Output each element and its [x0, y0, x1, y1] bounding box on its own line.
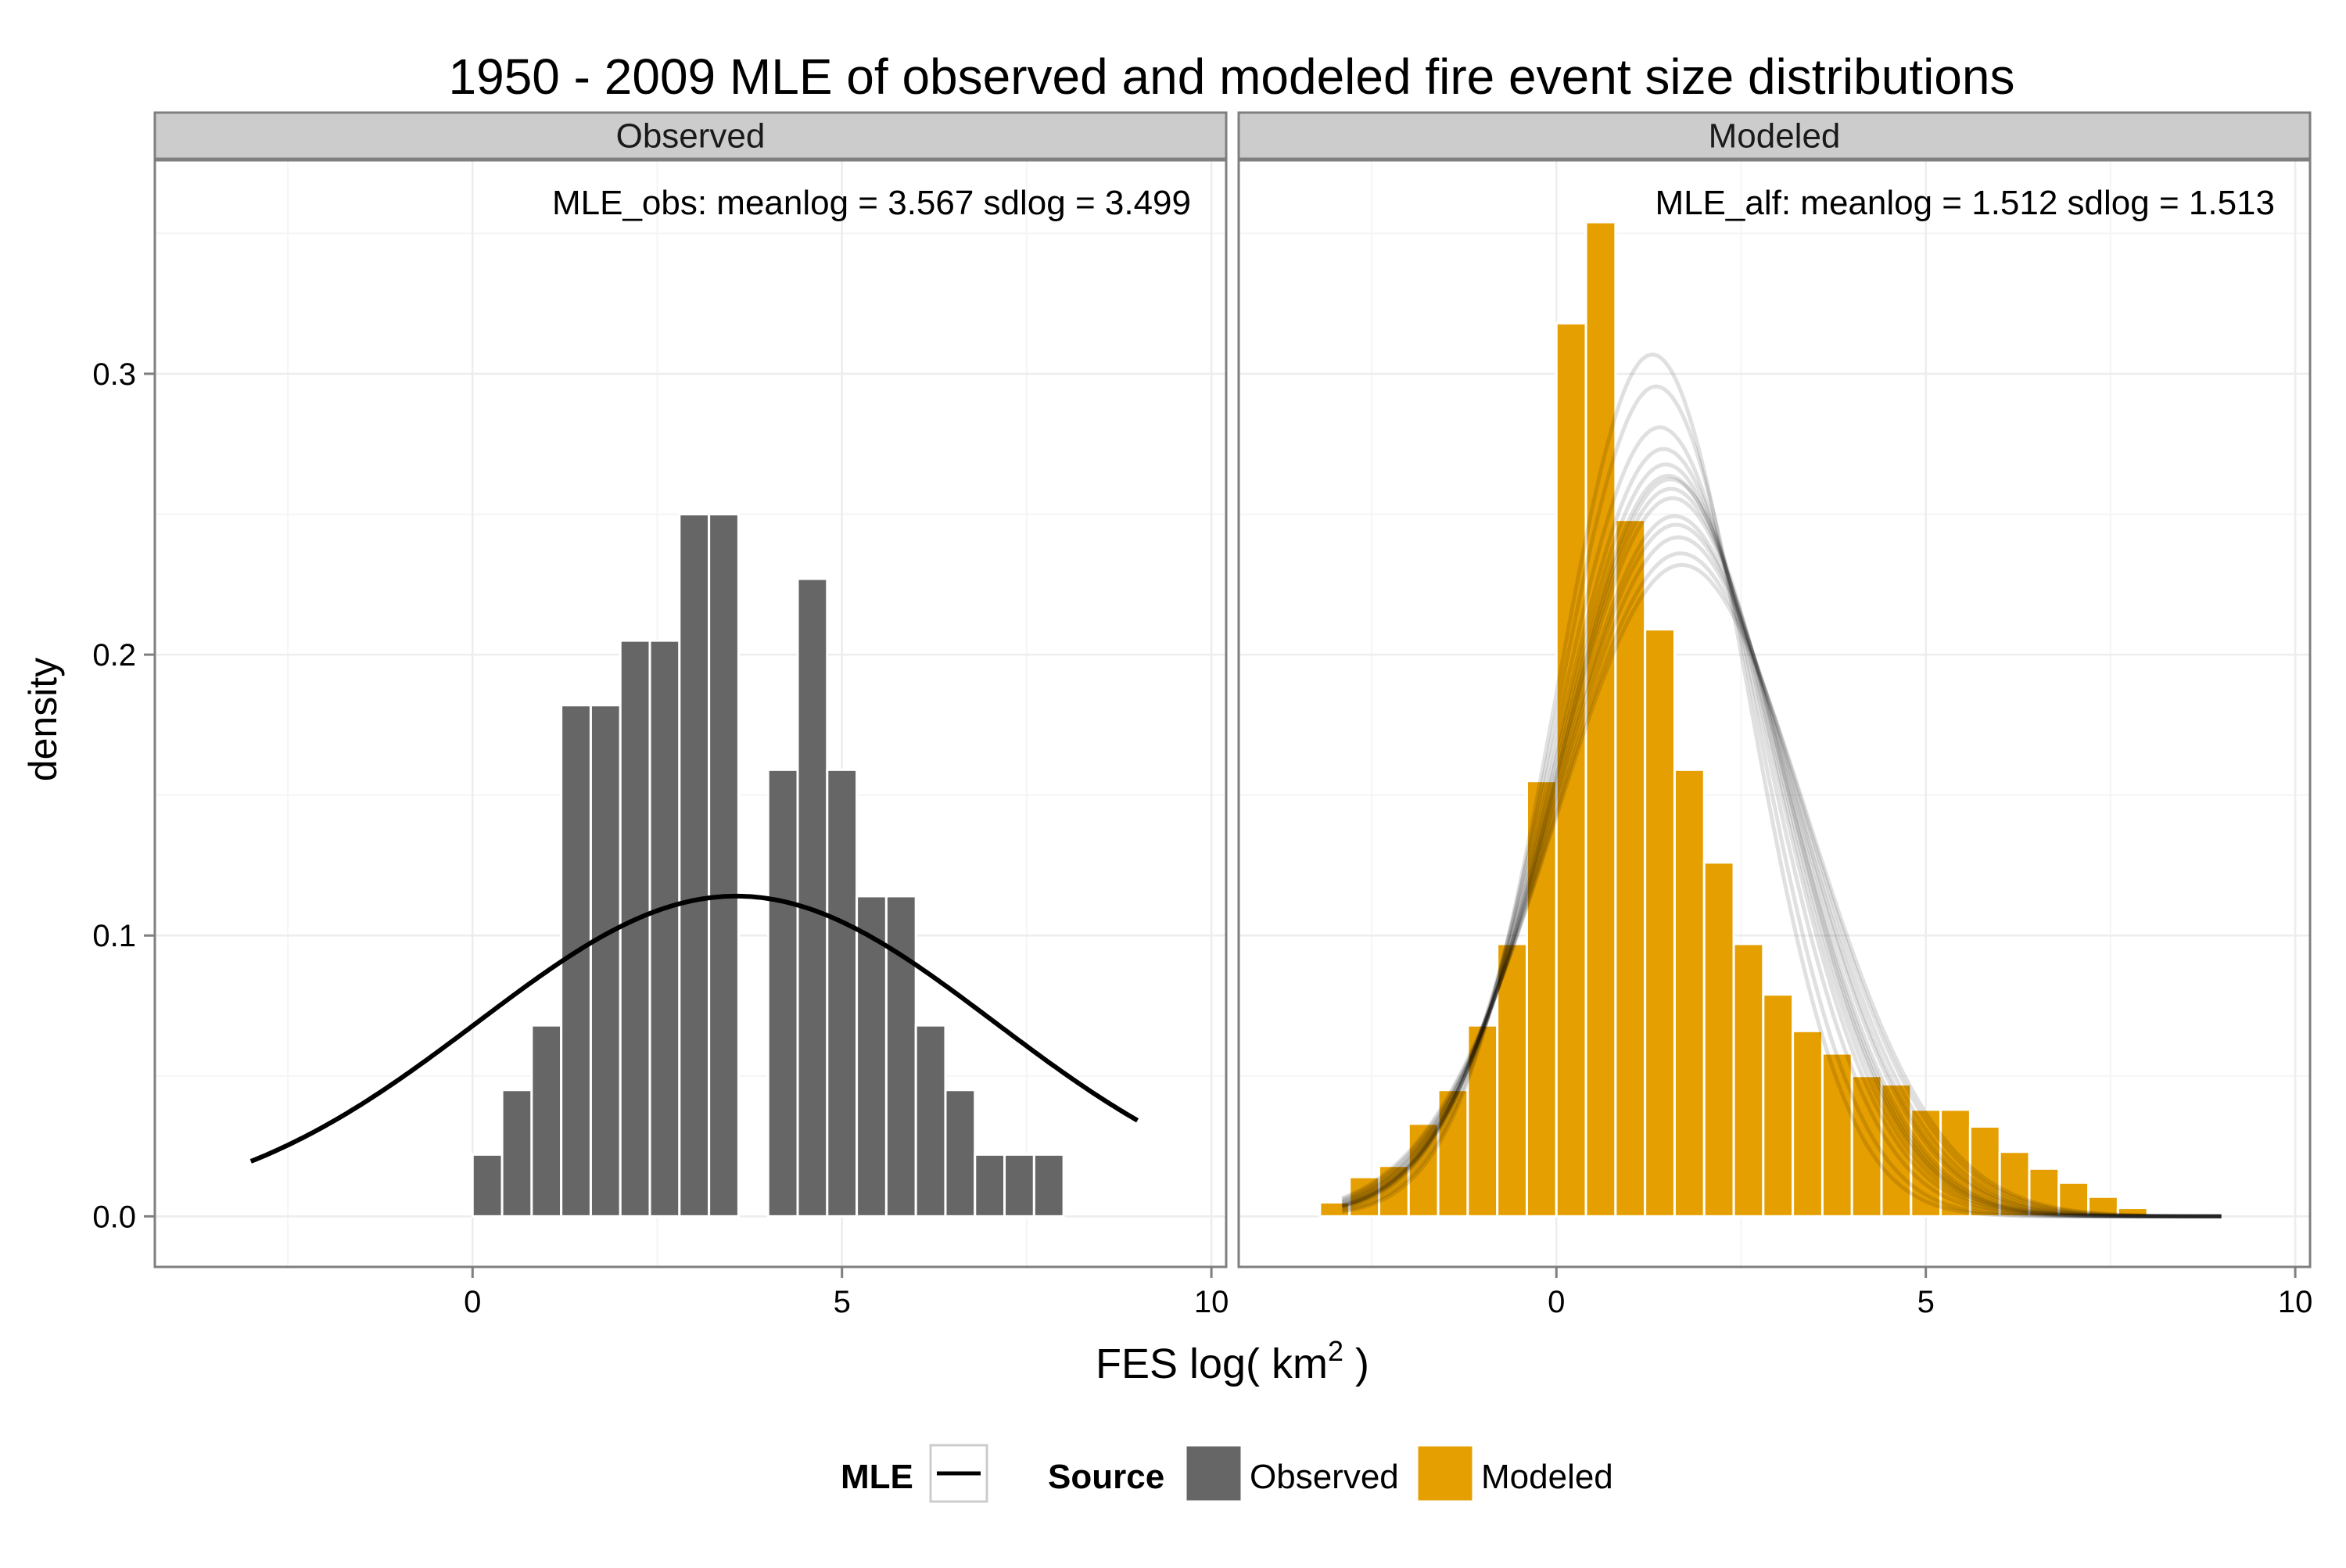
- legend-label-modeled: Modeled: [1481, 1458, 1613, 1496]
- histogram-bar: [796, 577, 829, 1218]
- strip-label-observed: Observed: [616, 117, 766, 156]
- histogram-bar: [708, 513, 740, 1218]
- mle-curve: [1341, 352, 2222, 1218]
- y-axis-label: density: [21, 658, 65, 781]
- histogram-bar: [1880, 1083, 1913, 1218]
- x-axis-label-suffix: ): [1343, 1340, 1369, 1387]
- mle-curve: [1341, 522, 2222, 1218]
- histogram-bar: [1644, 628, 1676, 1218]
- histogram-bar: [2087, 1195, 2119, 1218]
- mle-curve: [1341, 496, 2222, 1218]
- histogram-bar: [1968, 1125, 2001, 1218]
- mle-curve: [1341, 447, 2222, 1218]
- legend-label-observed: Observed: [1250, 1458, 1399, 1496]
- histogram-bar: [1702, 861, 1735, 1218]
- histogram-bar: [1555, 321, 1587, 1218]
- x-tick-label: 5: [834, 1285, 851, 1319]
- x-axis-label: FES log( km2 ): [1096, 1335, 1369, 1387]
- histogram-bar: [1732, 942, 1765, 1218]
- histogram-bar: [944, 1089, 977, 1218]
- histogram-bar: [678, 513, 711, 1218]
- y-axis: 0.0 0.1 0.2 0.3: [92, 357, 155, 1234]
- mle-curve: [1341, 425, 2222, 1218]
- histogram-bar: [1673, 768, 1706, 1218]
- histogram-bar: [1003, 1153, 1035, 1218]
- histogram-bar: [884, 895, 917, 1218]
- histogram-bar: [1910, 1108, 1942, 1218]
- histogram-bar: [974, 1153, 1006, 1218]
- annotation-modeled: MLE_alf: meanlog = 1.512 sdlog = 1.513: [1655, 184, 2275, 222]
- histogram-bar: [500, 1089, 533, 1218]
- x-axis-label-main: FES log( km: [1096, 1340, 1328, 1387]
- panel-modeled: [1237, 111, 2312, 1268]
- histogram-bar: [1998, 1150, 2031, 1218]
- y-tick-label: 0.1: [92, 919, 136, 953]
- panel-observed: [153, 111, 1228, 1268]
- histogram-bar: [1584, 221, 1617, 1218]
- histogram-bar: [766, 768, 799, 1218]
- x-tick-label: 10: [2278, 1285, 2313, 1319]
- mle-curve: [1341, 477, 2222, 1218]
- mle-curve: [1341, 535, 2222, 1218]
- histogram-bar: [826, 768, 859, 1218]
- mle-curve: [1341, 486, 2222, 1218]
- histogram-bar: [1348, 1175, 1381, 1218]
- x-tick-label: 0: [1548, 1285, 1565, 1319]
- x-axis: 0 5 10 0 5 10: [464, 1267, 2312, 1319]
- facet-strip: [1237, 111, 2312, 160]
- legend: MLE Source Observed Modeled: [841, 1444, 1613, 1503]
- legend-swatch-modeled: [1415, 1444, 1475, 1503]
- histogram-bar: [589, 704, 622, 1218]
- histogram-bar: [530, 1024, 563, 1218]
- histogram-bar: [914, 1024, 947, 1218]
- histogram-bar: [2028, 1167, 2061, 1218]
- chart-title: 1950 - 2009 MLE of observed and modeled …: [449, 48, 2015, 105]
- y-tick-label: 0.3: [92, 357, 136, 392]
- mle-curve: [1341, 384, 2222, 1218]
- x-tick-label: 10: [1194, 1285, 1229, 1319]
- histogram-bar: [1032, 1153, 1065, 1218]
- strip-label-modeled: Modeled: [1709, 117, 1841, 156]
- x-axis-label-sup: 2: [1328, 1335, 1343, 1367]
- histogram-bar: [2116, 1207, 2149, 1218]
- y-tick-label: 0.2: [92, 638, 136, 673]
- mle-curve: [1341, 462, 2222, 1218]
- panel-border: [1237, 159, 2312, 1268]
- histogram-bar: [648, 639, 681, 1218]
- histogram-bar: [471, 1153, 504, 1218]
- legend-title-source: Source: [1048, 1458, 1164, 1496]
- histogram-bar: [619, 639, 651, 1218]
- legend-title-mle: MLE: [841, 1458, 913, 1496]
- histogram-bar: [1792, 1029, 1824, 1218]
- mle-curve: [1341, 551, 2222, 1218]
- x-tick-label: 0: [464, 1285, 481, 1319]
- histogram-bar: [1762, 993, 1795, 1218]
- legend-swatch-observed: [1184, 1444, 1243, 1503]
- y-tick-label: 0.0: [92, 1200, 136, 1234]
- facet-strip: [153, 111, 1228, 160]
- mle-curve: [1341, 514, 2222, 1218]
- annotation-observed: MLE_obs: meanlog = 3.567 sdlog = 3.499: [552, 184, 1191, 222]
- panel-border: [153, 159, 1228, 1268]
- mle-curve: [249, 893, 1139, 1164]
- x-tick-label: 5: [1917, 1285, 1935, 1319]
- mle-curve: [1341, 473, 2222, 1218]
- mle-curve: [1341, 562, 2222, 1218]
- histogram-bar: [1496, 942, 1528, 1218]
- histogram-bar: [1407, 1122, 1440, 1218]
- histogram-bar: [1525, 780, 1558, 1218]
